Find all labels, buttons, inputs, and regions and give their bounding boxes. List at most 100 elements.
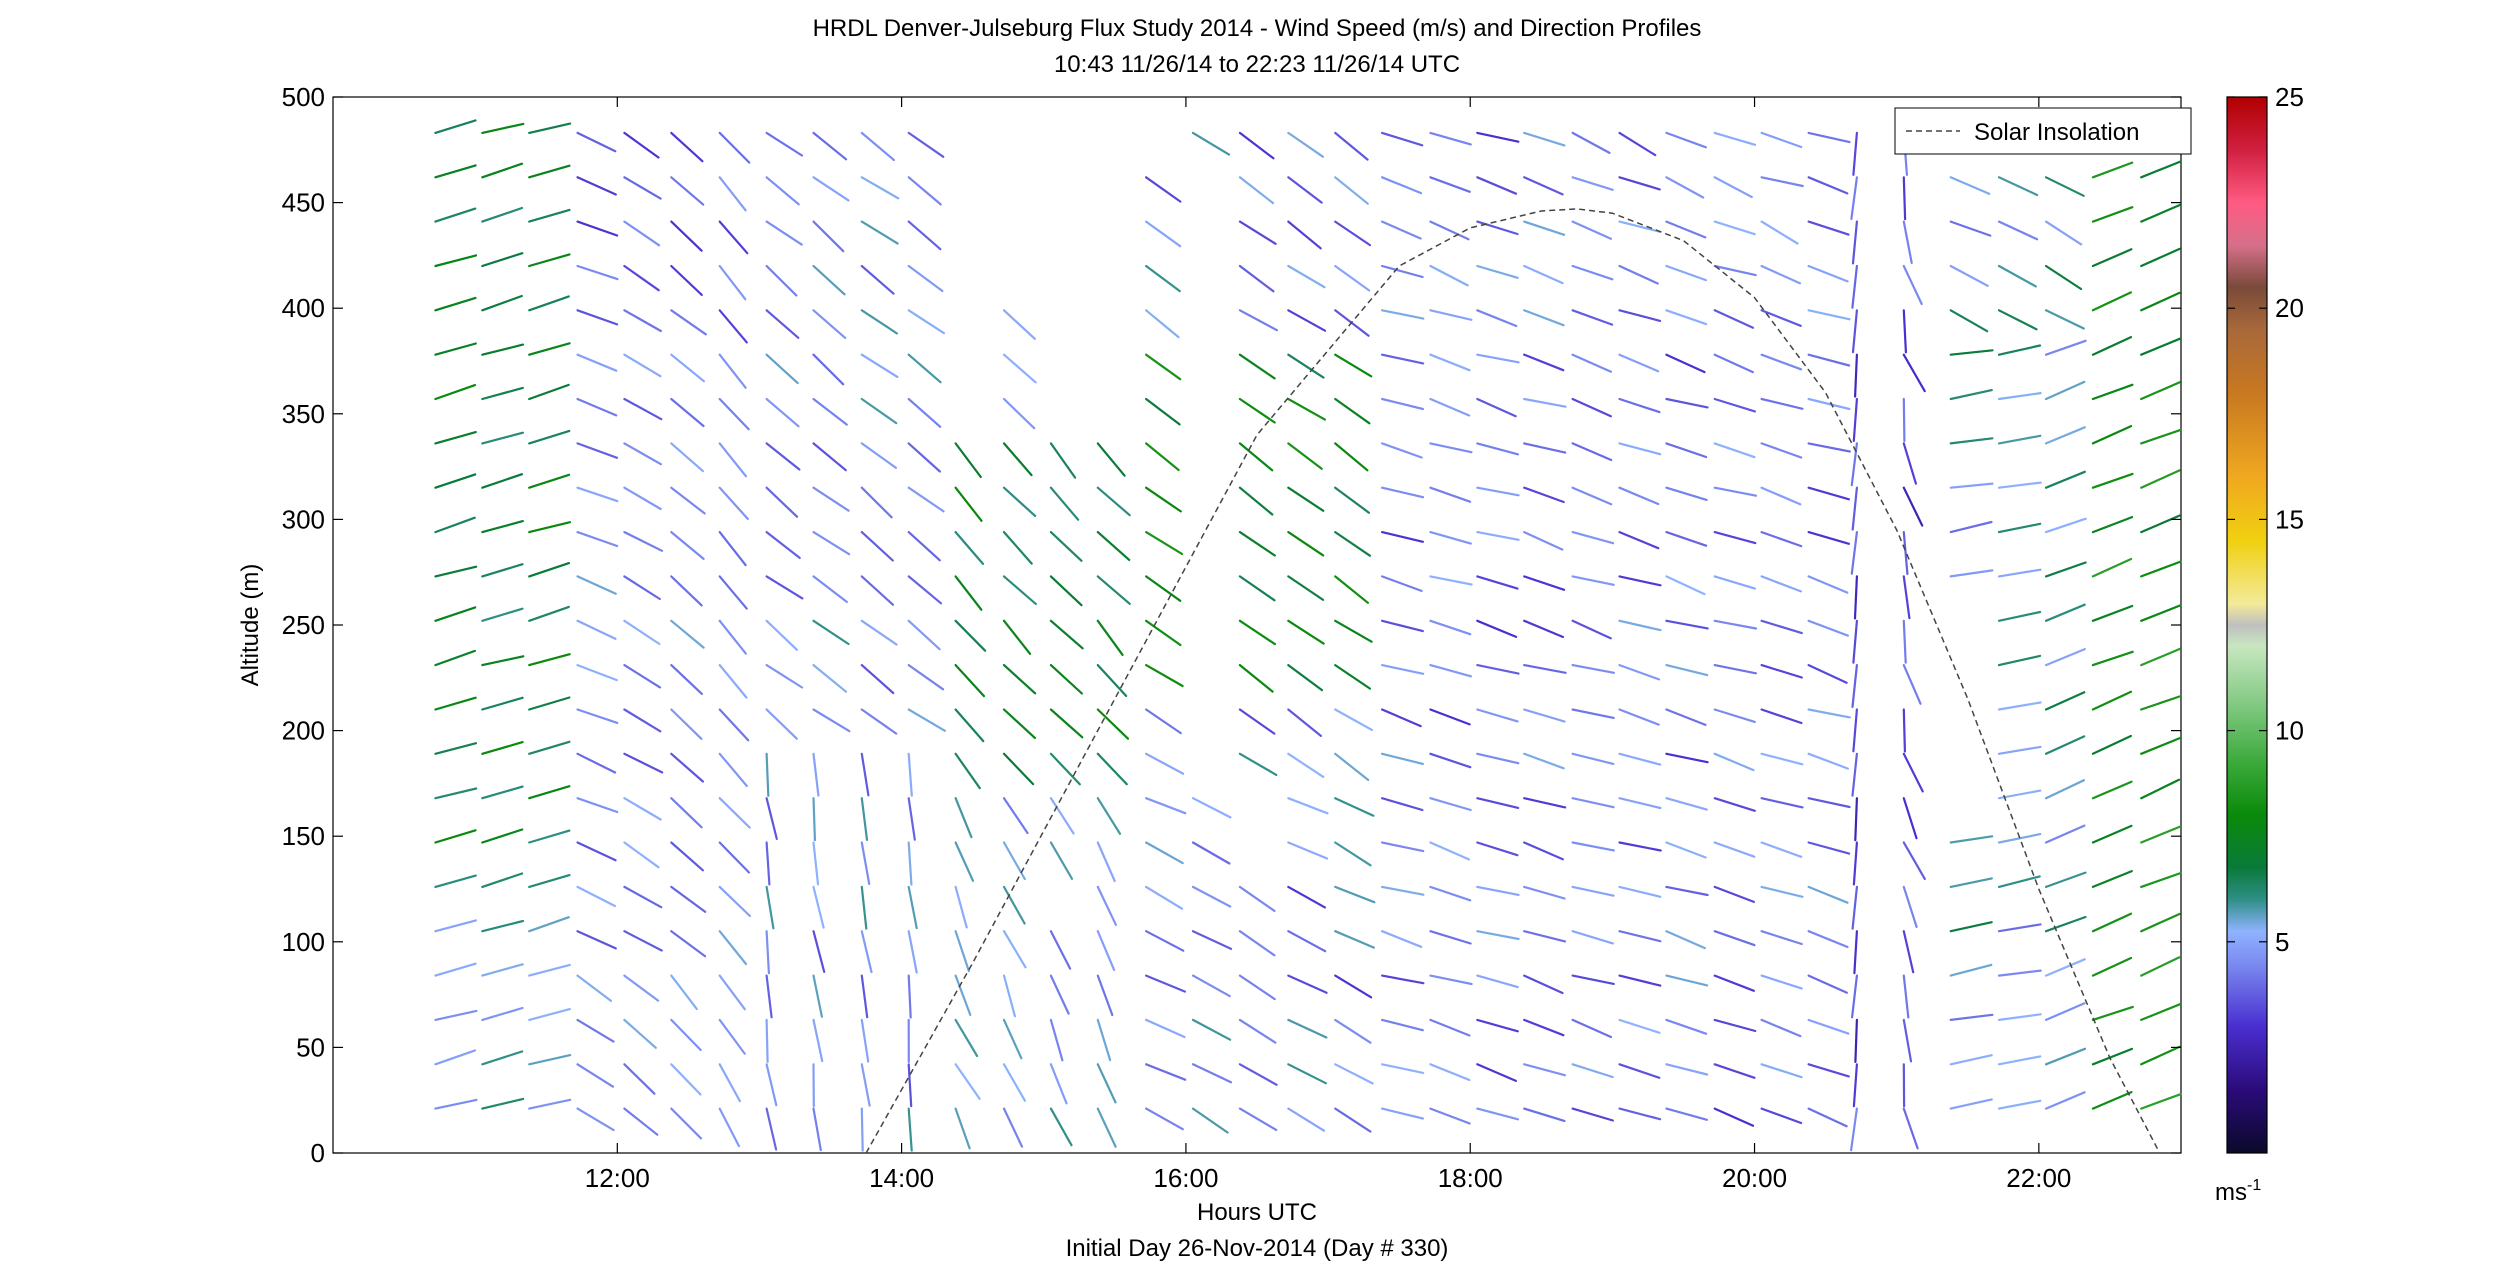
wind-barb bbox=[812, 663, 848, 693]
wind-barb bbox=[1144, 619, 1182, 647]
wind-barb bbox=[1238, 1107, 1278, 1132]
wind-barb bbox=[860, 619, 898, 646]
wind-barb bbox=[718, 575, 748, 610]
wind-barb bbox=[1523, 1018, 1565, 1037]
y-tick-label: 150 bbox=[282, 821, 325, 851]
wind-barb bbox=[528, 253, 571, 268]
wind-barb bbox=[1380, 708, 1422, 728]
wind-barb bbox=[434, 1009, 478, 1022]
wind-barb bbox=[2091, 248, 2133, 268]
wind-barb bbox=[1523, 575, 1566, 591]
wind-barb bbox=[576, 530, 619, 548]
wind-barb bbox=[528, 295, 570, 312]
wind-barb bbox=[434, 1049, 477, 1066]
wind-barb bbox=[1334, 1018, 1372, 1044]
wind-barb bbox=[765, 619, 799, 651]
wind-barb bbox=[1287, 1018, 1328, 1039]
wind-barb bbox=[1429, 530, 1472, 545]
wind-barb bbox=[1476, 708, 1519, 723]
wind-barb bbox=[1380, 974, 1425, 985]
wind-barb bbox=[1949, 389, 1993, 401]
wind-barb bbox=[1760, 708, 1803, 725]
y-axis-label: Altitude (m) bbox=[237, 564, 264, 687]
wind-barb bbox=[528, 473, 571, 489]
wind-barb bbox=[1523, 486, 1565, 504]
wind-barb bbox=[765, 264, 798, 297]
wind-barb bbox=[1997, 1055, 2042, 1066]
wind-barb bbox=[1476, 663, 1520, 675]
wind-barb bbox=[1429, 1107, 1471, 1125]
wind-barb bbox=[1949, 264, 1989, 287]
wind-barb bbox=[812, 1107, 822, 1152]
wind-barb bbox=[1713, 1107, 1755, 1127]
wind-barb bbox=[812, 309, 847, 339]
wind-barb bbox=[907, 530, 941, 562]
wind-barb bbox=[1760, 885, 1804, 898]
wind-barb bbox=[1760, 619, 1803, 635]
wind-barb bbox=[1096, 619, 1124, 656]
wind-barb bbox=[1713, 885, 1756, 904]
wind-barb bbox=[2091, 472, 2134, 489]
wind-barb bbox=[670, 708, 703, 740]
wind-barb bbox=[670, 353, 706, 383]
wind-barb bbox=[1429, 708, 1471, 726]
wind-barb bbox=[1334, 220, 1372, 247]
wind-barb bbox=[1144, 264, 1181, 293]
wind-barb bbox=[1049, 442, 1077, 479]
wind-barb bbox=[528, 963, 571, 977]
wind-barb bbox=[718, 752, 748, 788]
wind-barb bbox=[623, 752, 664, 774]
wind-barb bbox=[623, 974, 660, 1002]
wind-barb bbox=[1429, 486, 1472, 503]
plot-area bbox=[332, 96, 2182, 1154]
wind-barb bbox=[1523, 797, 1567, 809]
wind-barb bbox=[1380, 885, 1425, 896]
wind-barb bbox=[907, 797, 916, 841]
wind-barb bbox=[528, 342, 571, 356]
wind-barb bbox=[434, 919, 477, 933]
wind-barb bbox=[1571, 1107, 1615, 1122]
wind-barb bbox=[670, 176, 705, 206]
wind-barb bbox=[954, 442, 982, 479]
wind-barb bbox=[1807, 264, 1849, 283]
wind-barb bbox=[860, 397, 898, 425]
wind-barb bbox=[1334, 486, 1371, 514]
wind-barb bbox=[718, 530, 747, 567]
wind-barb bbox=[1191, 930, 1233, 951]
wind-barb bbox=[2044, 824, 2086, 844]
wind-barb bbox=[1380, 930, 1423, 948]
wind-barb bbox=[623, 841, 660, 869]
wind-barb bbox=[1571, 930, 1614, 945]
wind-barb bbox=[1997, 176, 2039, 197]
wind-barb bbox=[860, 353, 899, 378]
wind-barb bbox=[623, 1107, 659, 1136]
wind-barb bbox=[1380, 619, 1424, 633]
wind-barb bbox=[670, 1063, 702, 1096]
wind-barb bbox=[718, 486, 749, 521]
wind-barb bbox=[1096, 708, 1130, 740]
wind-barb bbox=[670, 885, 707, 913]
x-axis-sublabel: Initial Day 26-Nov-2014 (Day # 330) bbox=[1066, 1235, 1449, 1262]
wind-barb bbox=[1144, 530, 1184, 556]
wind-barb bbox=[860, 131, 896, 162]
wind-barb bbox=[1949, 482, 1994, 489]
wind-barb bbox=[1949, 176, 1991, 195]
wind-barb bbox=[1618, 619, 1662, 632]
wind-barb bbox=[907, 486, 945, 513]
wind-barb bbox=[2044, 603, 2086, 622]
wind-barb bbox=[576, 841, 617, 862]
wind-barb bbox=[670, 220, 703, 252]
wind-barb bbox=[1853, 930, 1859, 975]
wind-barb bbox=[481, 519, 524, 534]
wind-barb bbox=[2140, 1003, 2182, 1022]
wind-barb bbox=[670, 974, 698, 1011]
wind-barb bbox=[1096, 486, 1131, 517]
wind-barb bbox=[1287, 264, 1326, 289]
wind-barb bbox=[1665, 752, 1709, 764]
wind-barb bbox=[1807, 797, 1851, 809]
wind-barb bbox=[1713, 663, 1758, 675]
wind-barb bbox=[1476, 220, 1519, 236]
wind-barb bbox=[481, 431, 525, 445]
wind-barb bbox=[812, 797, 817, 842]
wind-barb bbox=[812, 353, 845, 386]
